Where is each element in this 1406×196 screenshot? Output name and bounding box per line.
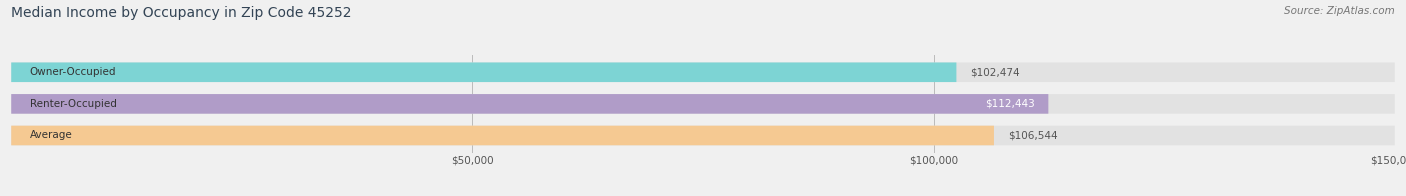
FancyBboxPatch shape <box>11 126 994 145</box>
FancyBboxPatch shape <box>11 63 956 82</box>
FancyBboxPatch shape <box>11 94 1395 114</box>
FancyBboxPatch shape <box>11 94 1049 114</box>
Text: Median Income by Occupancy in Zip Code 45252: Median Income by Occupancy in Zip Code 4… <box>11 6 352 20</box>
Text: $106,544: $106,544 <box>1008 131 1057 141</box>
FancyBboxPatch shape <box>11 63 1395 82</box>
FancyBboxPatch shape <box>11 126 1395 145</box>
Text: Owner-Occupied: Owner-Occupied <box>30 67 117 77</box>
Text: $102,474: $102,474 <box>970 67 1019 77</box>
Text: $112,443: $112,443 <box>984 99 1035 109</box>
Text: Average: Average <box>30 131 73 141</box>
Text: Source: ZipAtlas.com: Source: ZipAtlas.com <box>1284 6 1395 16</box>
Text: Renter-Occupied: Renter-Occupied <box>30 99 117 109</box>
